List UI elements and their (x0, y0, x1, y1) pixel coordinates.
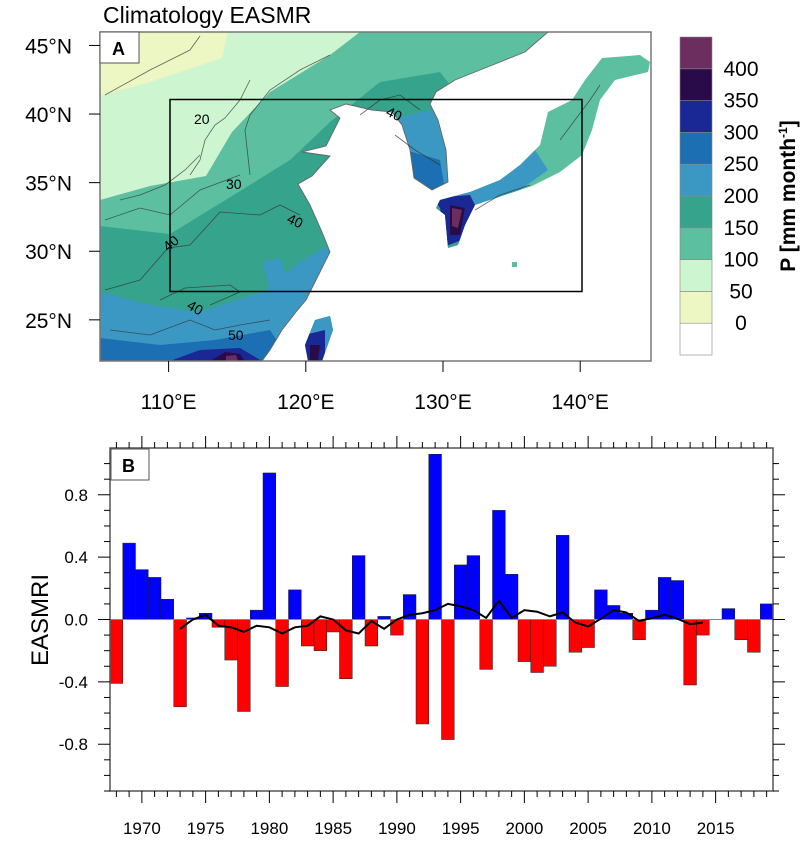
bar-1992 (415, 619, 429, 725)
colorbar-swatch (679, 291, 713, 324)
region-box (169, 98, 583, 293)
bar-1998 (492, 510, 506, 620)
colorbar-label: P [mm month-1] (776, 120, 800, 271)
x-tick-label: 2000 (505, 819, 543, 838)
level-above-400-b (226, 355, 238, 361)
bar-2014 (696, 619, 710, 636)
bar-1987 (352, 555, 366, 620)
bar-2001 (530, 619, 544, 673)
x-tick-label: 2010 (633, 819, 671, 838)
lon-tick-label: 120°E (277, 391, 334, 414)
bar-2012 (670, 580, 684, 620)
contour-label: 30 (226, 176, 242, 192)
bar-2013 (683, 619, 697, 686)
colorbar-swatch (679, 36, 713, 70)
x-tick-label: 2015 (697, 819, 735, 838)
bar-2019 (760, 603, 774, 620)
bar-1969 (122, 542, 136, 620)
bar-1997 (479, 619, 493, 670)
contour-label: 20 (194, 111, 210, 127)
colorbar-level-label: 400 (723, 58, 758, 81)
bar-1977 (224, 619, 238, 661)
bar-2016 (721, 608, 735, 620)
bar-1982 (288, 589, 302, 620)
panel-label-b: B (110, 448, 150, 481)
lat-tick-label: 35°N (25, 173, 72, 196)
bar-1972 (160, 598, 174, 620)
lon-tick-label: 130°E (414, 391, 471, 414)
colorbar-level-label: 100 (723, 249, 758, 272)
bar-1968 (109, 619, 123, 684)
y-tick-label: 0.8 (64, 486, 88, 505)
precipitation-map: 20 30 40 40 40 50 40 (100, 32, 651, 361)
bar-1981 (275, 619, 289, 687)
colorbar-swatch (679, 227, 713, 260)
y-tick-label: -0.4 (59, 673, 88, 692)
colorbar-swatch (679, 259, 713, 292)
map-title: Climatology EASMR (103, 2, 311, 28)
bar-1978 (237, 619, 251, 712)
level-above-400 (452, 208, 462, 228)
lon-tick-label: 140°E (551, 391, 608, 414)
lat-tick-label: 30°N (25, 241, 72, 264)
panel-letter-a: A (112, 39, 125, 59)
colorbar-swatch (679, 68, 713, 101)
y-tick-label: -0.8 (59, 735, 88, 754)
bar-2017 (734, 619, 748, 641)
bar-2018 (747, 619, 761, 653)
contour-label: 40 (384, 103, 405, 124)
colorbar-level-label: 150 (723, 217, 758, 240)
colorbar-swatch (679, 163, 713, 197)
bar-1986 (339, 619, 353, 679)
bar-1980 (262, 472, 276, 620)
bar-2000 (517, 619, 531, 662)
level-300-350 (170, 195, 480, 361)
x-tick-label: 2005 (569, 819, 607, 838)
lat-tick-label: 45°N (25, 35, 72, 58)
bar-1971 (148, 577, 162, 620)
contour-label: 50 (228, 327, 244, 343)
bar-1995 (454, 564, 468, 620)
x-tick-label: 1980 (250, 819, 288, 838)
x-tick-label: 1990 (378, 819, 416, 838)
colorbar-swatch (679, 132, 713, 165)
bar-2009 (632, 619, 646, 641)
bar-1979 (250, 609, 264, 620)
bar-1984 (313, 619, 327, 651)
lat-tick-label: 40°N (25, 104, 72, 127)
colorbar-level-label: 50 (729, 280, 752, 303)
bar-1973 (173, 619, 187, 708)
colorbar-swatch (679, 322, 713, 356)
colorbar-level-label: 200 (723, 185, 758, 208)
y-axis-label: EASMRI (27, 574, 54, 666)
contour-label: 40 (185, 297, 207, 319)
panel-letter-b: B (122, 456, 135, 476)
colorbar-swatch (679, 100, 713, 133)
bar-1970 (135, 569, 149, 620)
y-tick-label: 0.4 (64, 548, 88, 567)
colorbar-level-label: 350 (723, 90, 758, 113)
map-frame (99, 31, 652, 362)
x-tick-label: 1975 (187, 819, 225, 838)
bar-2003 (556, 535, 570, 620)
x-tick-label: 1970 (123, 819, 161, 838)
lon-tick-label: 110°E (141, 391, 197, 414)
lat-tick-label: 25°N (25, 310, 72, 333)
running-mean-line (179, 599, 703, 635)
panel-label-a: A (99, 31, 140, 64)
bar-2002 (543, 619, 557, 667)
colorbar-swatch (679, 195, 713, 229)
contour-label: 40 (285, 210, 306, 231)
bar-1985 (326, 619, 340, 633)
x-tick-label: 1995 (442, 819, 480, 838)
x-tick-label: 1985 (314, 819, 352, 838)
colorbar-level-label: 300 (723, 121, 758, 144)
colorbar-level-label: 0 (735, 312, 747, 335)
y-tick-label: 0.0 (64, 611, 88, 630)
bar-2011 (658, 577, 672, 620)
bar-1994 (441, 619, 455, 740)
colorbar-level-label: 250 (723, 153, 758, 176)
bar-1993 (428, 453, 442, 620)
